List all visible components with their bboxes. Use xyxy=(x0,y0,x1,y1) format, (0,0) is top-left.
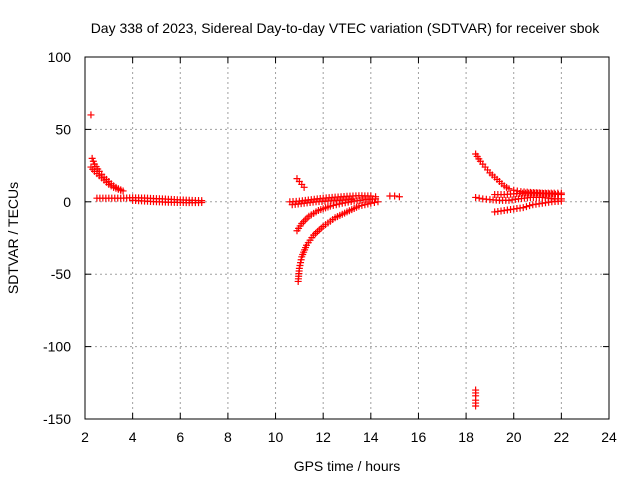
plot-border xyxy=(84,56,610,420)
data-point xyxy=(522,203,530,211)
x-tick-label: 20 xyxy=(506,429,522,445)
data-point xyxy=(303,214,311,222)
data-point xyxy=(505,185,513,193)
data-point xyxy=(391,192,399,200)
y-tick-labels: -150 -100 -50 0 50 100 xyxy=(43,49,71,427)
data-point xyxy=(301,216,309,224)
y-axis-label: SDTVAR / TECUs xyxy=(5,182,21,294)
x-tick-labels: 2 4 6 8 10 12 14 16 18 20 22 24 xyxy=(81,429,617,445)
data-point xyxy=(364,200,372,208)
data-point xyxy=(300,183,308,191)
data-point xyxy=(348,196,356,204)
data-point xyxy=(300,218,308,226)
axis-ticks xyxy=(84,56,610,420)
y-tick-label: -50 xyxy=(51,266,71,282)
data-point xyxy=(557,197,565,205)
data-point xyxy=(198,199,206,207)
y-tick-label: -150 xyxy=(43,411,71,427)
data-point xyxy=(367,192,375,200)
x-tick-label: 24 xyxy=(601,429,617,445)
data-point xyxy=(472,193,480,201)
x-tick-label: 10 xyxy=(268,429,284,445)
x-tick-label: 16 xyxy=(411,429,427,445)
y-tick-label: 50 xyxy=(55,121,71,137)
data-point xyxy=(372,193,380,201)
data-point xyxy=(395,193,403,201)
x-tick-label: 12 xyxy=(315,429,331,445)
x-tick-label: 6 xyxy=(176,429,184,445)
data-point xyxy=(526,202,534,210)
y-tick-label: 0 xyxy=(63,194,71,210)
x-tick-label: 14 xyxy=(363,429,379,445)
data-point xyxy=(472,402,480,410)
data-point xyxy=(358,201,366,209)
data-point xyxy=(361,201,369,209)
y-tick-label: 100 xyxy=(48,49,72,65)
x-axis-label: GPS time / hours xyxy=(294,458,401,474)
x-tick-label: 18 xyxy=(458,429,474,445)
chart-title: Day 338 of 2023, Sidereal Day-to-day VTE… xyxy=(91,20,601,36)
y-tick-label: -100 xyxy=(43,339,71,355)
grid-lines xyxy=(85,57,609,419)
data-point xyxy=(519,204,527,212)
x-tick-label: 22 xyxy=(554,429,570,445)
x-tick-label: 4 xyxy=(129,429,137,445)
data-point xyxy=(87,111,95,119)
data-point xyxy=(117,186,125,194)
data-point xyxy=(355,202,363,210)
data-point xyxy=(475,194,483,202)
x-tick-label: 8 xyxy=(224,429,232,445)
data-point xyxy=(367,199,375,207)
x-tick-label: 2 xyxy=(81,429,89,445)
data-points xyxy=(87,111,565,410)
